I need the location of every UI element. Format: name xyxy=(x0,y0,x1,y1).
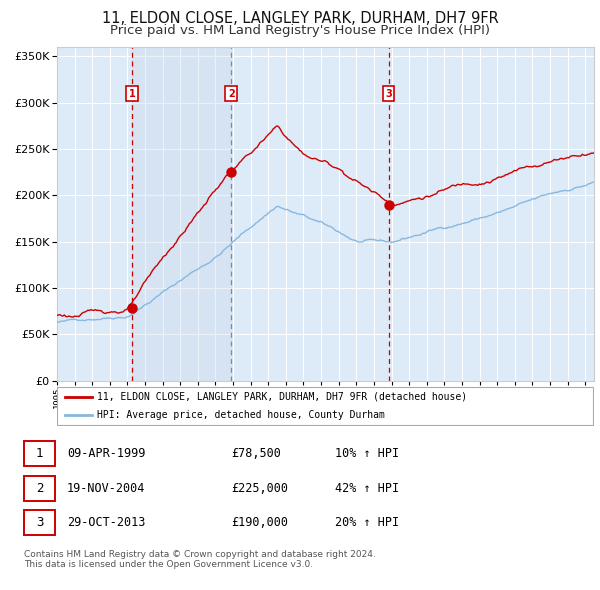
Text: 29-OCT-2013: 29-OCT-2013 xyxy=(67,516,145,529)
Text: 2: 2 xyxy=(36,481,43,495)
Text: 10% ↑ HPI: 10% ↑ HPI xyxy=(335,447,399,460)
Text: Price paid vs. HM Land Registry's House Price Index (HPI): Price paid vs. HM Land Registry's House … xyxy=(110,24,490,37)
Text: 11, ELDON CLOSE, LANGLEY PARK, DURHAM, DH7 9FR: 11, ELDON CLOSE, LANGLEY PARK, DURHAM, D… xyxy=(101,11,499,25)
Text: £78,500: £78,500 xyxy=(231,447,281,460)
Text: £225,000: £225,000 xyxy=(231,481,288,495)
Text: 3: 3 xyxy=(385,89,392,99)
Text: £190,000: £190,000 xyxy=(231,516,288,529)
Text: 42% ↑ HPI: 42% ↑ HPI xyxy=(335,481,399,495)
Bar xyxy=(24,441,55,466)
Text: 1: 1 xyxy=(129,89,136,99)
Text: 09-APR-1999: 09-APR-1999 xyxy=(67,447,145,460)
Text: HPI: Average price, detached house, County Durham: HPI: Average price, detached house, Coun… xyxy=(97,410,385,420)
Text: Contains HM Land Registry data © Crown copyright and database right 2024.
This d: Contains HM Land Registry data © Crown c… xyxy=(24,550,376,569)
Text: 3: 3 xyxy=(36,516,43,529)
Bar xyxy=(24,510,55,535)
Text: 1: 1 xyxy=(36,447,43,460)
Text: 20% ↑ HPI: 20% ↑ HPI xyxy=(335,516,399,529)
Text: 11, ELDON CLOSE, LANGLEY PARK, DURHAM, DH7 9FR (detached house): 11, ELDON CLOSE, LANGLEY PARK, DURHAM, D… xyxy=(97,392,467,402)
Text: 2: 2 xyxy=(228,89,235,99)
Bar xyxy=(24,476,55,501)
Bar xyxy=(132,47,231,381)
Text: 19-NOV-2004: 19-NOV-2004 xyxy=(67,481,145,495)
